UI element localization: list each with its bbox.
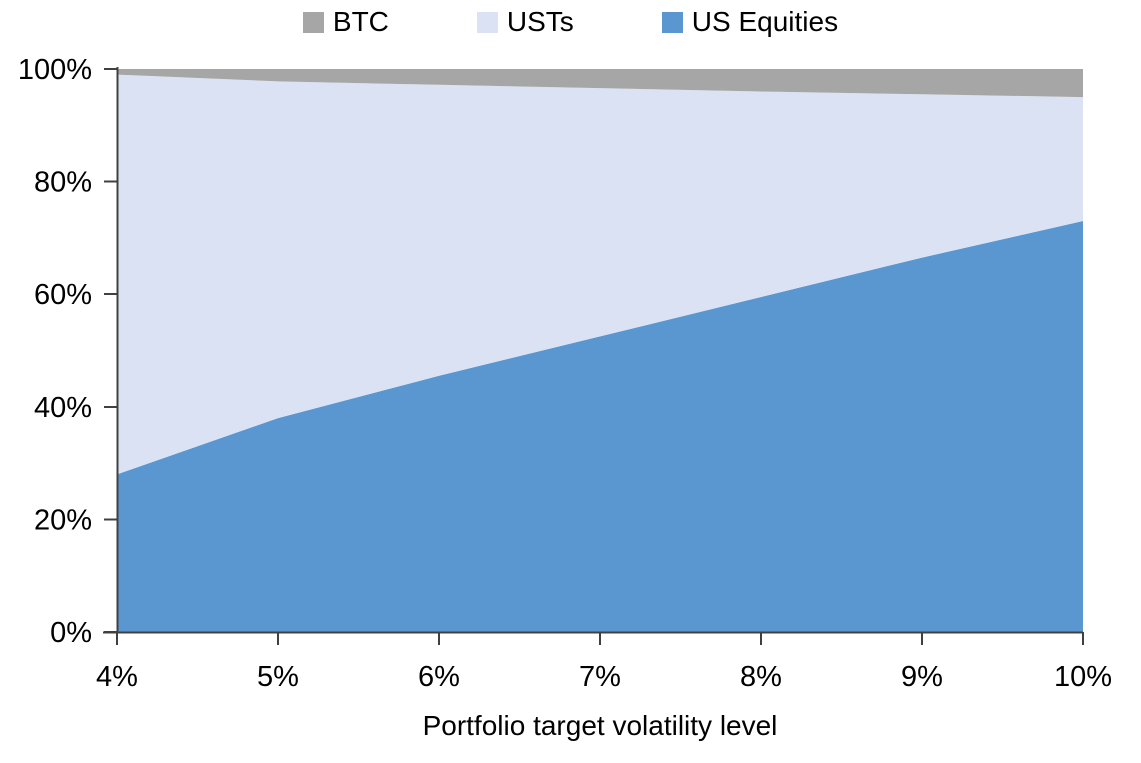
area-us-equities (117, 221, 1083, 632)
y-tick-label: 60% (34, 279, 92, 311)
x-axis-title: Portfolio target volatility level (422, 710, 778, 741)
legend: BTC USTs US Equities (0, 8, 1141, 36)
y-tick-label: 0% (50, 617, 92, 649)
legend-label-btc: BTC (332, 6, 389, 37)
x-tick-label: 10% (1054, 661, 1112, 693)
legend-marker-us-equities (661, 11, 683, 33)
y-tick-label: 40% (34, 392, 92, 424)
area-btc (117, 69, 1083, 98)
legend-item-btc: BTC (302, 6, 389, 37)
legend-item-us-equities: US Equities (661, 6, 839, 37)
legend-marker-btc (302, 11, 324, 33)
legend-label-us-equities: US Equities (691, 6, 839, 37)
y-tick-label: 20% (34, 504, 92, 536)
legend-label-usts: USTs (506, 6, 574, 37)
legend-item-usts: USTs (476, 6, 574, 37)
x-tick-label: 6% (418, 661, 460, 693)
x-tick-label: 9% (901, 661, 943, 693)
y-tick-label: 80% (34, 167, 92, 199)
x-tick-label: 5% (257, 661, 299, 693)
y-tick-label: 100% (18, 54, 92, 86)
area-usts (117, 74, 1083, 475)
x-tick-label: 7% (579, 661, 621, 693)
x-tick-label: 8% (740, 661, 782, 693)
x-tick-label: 4% (96, 661, 138, 693)
legend-marker-usts (476, 11, 498, 33)
